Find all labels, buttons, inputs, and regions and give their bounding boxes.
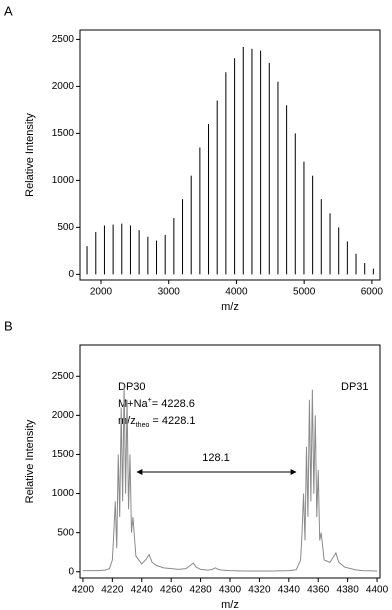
x-axis-title: m/z bbox=[221, 599, 239, 610]
y-tick-label: 1500 bbox=[52, 449, 75, 460]
y-tick-label: 0 bbox=[68, 269, 74, 280]
x-tick-label: 2000 bbox=[90, 287, 113, 298]
panel: B 4200 4220 4240 4260 4280 4300 4320 4340 4360 438… bbox=[4, 318, 389, 610]
annotation-spacing: 128.1 bbox=[202, 452, 230, 464]
y-tick-label: 2500 bbox=[52, 371, 75, 382]
x-tick-label: 3000 bbox=[158, 287, 181, 298]
plot-frame bbox=[79, 29, 381, 281]
mass-found-rest: = 4228.6 bbox=[152, 398, 195, 410]
x-tick-label: 5000 bbox=[293, 287, 316, 298]
annotation-dp30: DP30 bbox=[118, 381, 146, 393]
x-tick-label: 4240 bbox=[131, 585, 154, 596]
panel-label: B bbox=[4, 318, 13, 333]
y-tick-label: 2000 bbox=[52, 81, 75, 92]
y-tick-label: 500 bbox=[57, 222, 74, 233]
x-axis-title: m/z bbox=[221, 301, 239, 313]
y-tick-label: 1500 bbox=[52, 128, 75, 139]
x-tick-label: 4400 bbox=[366, 585, 389, 596]
annotation-mass-found: M+Na+= 4228.6 bbox=[118, 397, 195, 410]
mass-found-text: M+Na bbox=[118, 398, 149, 410]
mass-theo-rest: = 4228.1 bbox=[152, 415, 195, 427]
x-tick-label: 4280 bbox=[189, 585, 212, 596]
y-tick-label: 1000 bbox=[52, 488, 75, 499]
panel: A 2000 3000 4000 5000 6000 0 500 1000 1500 2000 250… bbox=[4, 3, 383, 312]
plot-area bbox=[86, 46, 374, 275]
x-tick-label: 4300 bbox=[219, 585, 242, 596]
y-tick-label: 2000 bbox=[52, 410, 75, 421]
panel-label: A bbox=[4, 3, 13, 18]
x-tick-label: 6000 bbox=[361, 287, 384, 298]
y-tick-label: 2500 bbox=[52, 34, 75, 45]
x-tick-label: 4320 bbox=[248, 585, 271, 596]
x-tick-label: 4340 bbox=[278, 585, 301, 596]
x-tick-label: 4380 bbox=[337, 585, 360, 596]
mass-theo-sub: theo bbox=[136, 422, 150, 429]
mass-found-sup: + bbox=[148, 397, 152, 404]
spectrum-line bbox=[82, 385, 378, 572]
annotation-dp31: DP31 bbox=[341, 381, 369, 393]
y-axis-title: Relative Intensity bbox=[24, 113, 36, 197]
y-tick-label: 500 bbox=[57, 527, 74, 538]
y-tick-label: 1000 bbox=[52, 175, 75, 186]
annotations: DP30 M+Na+= 4228.6 m/ztheo = 4228.1 DP31 … bbox=[118, 381, 369, 475]
x-tick-label: 4200 bbox=[72, 585, 95, 596]
x-tick-label: 4000 bbox=[225, 287, 248, 298]
y-axis-title: Relative Intensity bbox=[24, 419, 36, 503]
x-tick-label: 4260 bbox=[160, 585, 183, 596]
x-tick-label: 4360 bbox=[307, 585, 330, 596]
plot-area bbox=[82, 385, 378, 572]
y-tick-label: 0 bbox=[68, 566, 74, 577]
annotation-mass-theo: m/ztheo = 4228.1 bbox=[118, 415, 195, 429]
x-tick-label: 4220 bbox=[101, 585, 124, 596]
